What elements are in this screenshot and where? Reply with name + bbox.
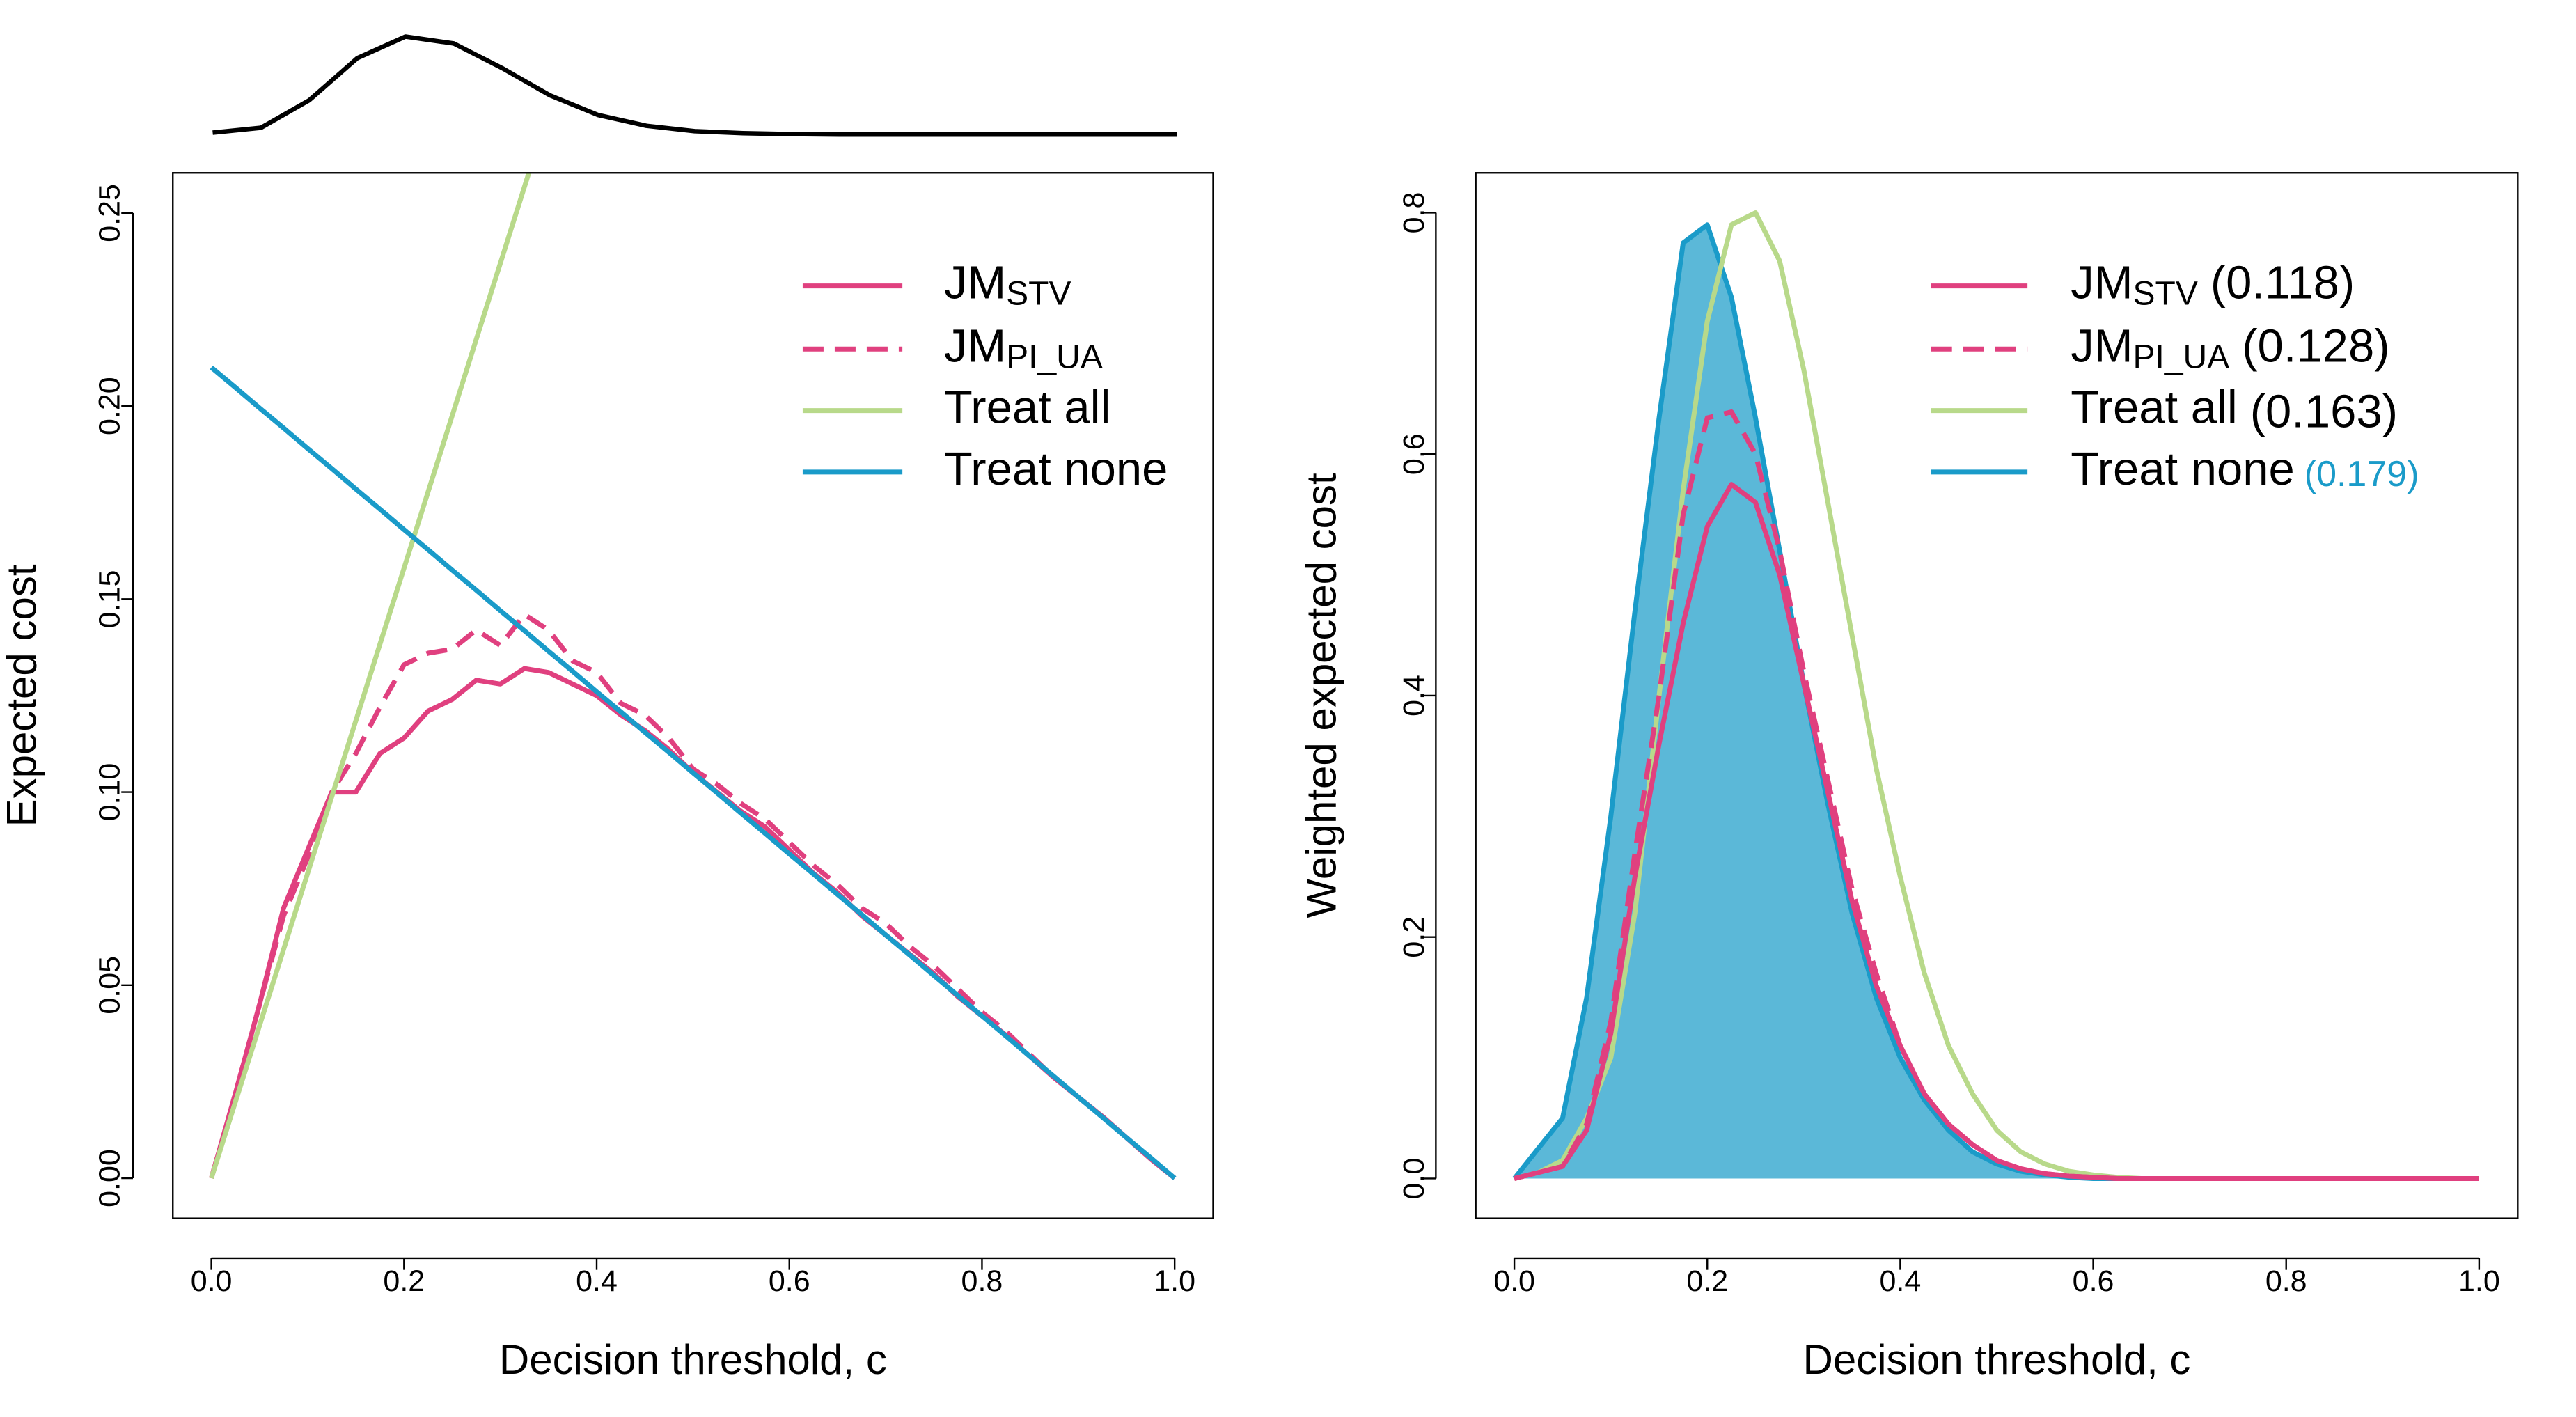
y-tick-label: 0.0 xyxy=(1397,1158,1431,1200)
x-tick-label: 1.0 xyxy=(2458,1265,2500,1298)
legend-value-label: (0.128) xyxy=(2242,320,2389,372)
legend-subscript: PI_UA xyxy=(1006,338,1103,375)
x-tick-label: 0.0 xyxy=(191,1265,233,1298)
x-tick-label: 0.8 xyxy=(2265,1265,2307,1298)
x-tick-label: 0.2 xyxy=(1686,1265,1728,1298)
legend-name: JM xyxy=(944,256,1006,308)
x-tick-label: 0.2 xyxy=(383,1265,425,1298)
series-line xyxy=(1514,409,2479,1181)
legend-subscript: STV xyxy=(1006,275,1071,312)
y-tick-label: 0.10 xyxy=(93,763,126,822)
legend-label: JMPI_UA (0.128) xyxy=(2071,320,2389,375)
y-tick-label: 0.00 xyxy=(93,1149,126,1207)
legend-name: JM xyxy=(2071,256,2133,308)
y-tick-label: 0.4 xyxy=(1397,675,1431,717)
x-tick-label: 0.6 xyxy=(769,1265,810,1298)
legend-name: JM xyxy=(2071,320,2133,372)
plot-area xyxy=(1512,210,2479,1181)
series-line xyxy=(209,173,532,1180)
legend-value-label: (0.179) xyxy=(2304,454,2419,494)
plot-frame xyxy=(172,172,1214,1219)
legend-name: Treat all xyxy=(2071,381,2238,433)
legend-label: JMSTV xyxy=(944,256,1071,312)
legend-label: Treat none (0.179) xyxy=(2071,443,2419,495)
x-axis-title: Decision threshold, c xyxy=(1803,1336,2191,1383)
legend-value-label: (0.163) xyxy=(2250,385,2398,437)
plot-area xyxy=(209,173,1177,1180)
plot-frame xyxy=(1475,172,2519,1219)
x-tick-label: 0.8 xyxy=(961,1265,1003,1298)
legend-label: Treat all xyxy=(944,381,1111,433)
legend-label: JMPI_UA xyxy=(944,320,1103,375)
series-line xyxy=(209,666,1177,1180)
x-axis-title: Decision threshold, c xyxy=(499,1336,887,1383)
y-tick-label: 0.6 xyxy=(1397,433,1431,475)
y-axis-title: Expected cost xyxy=(0,564,45,827)
y-tick-label: 0.05 xyxy=(93,956,126,1015)
legend-name: Treat all xyxy=(944,381,1111,433)
x-tick-label: 0.0 xyxy=(1493,1265,1535,1298)
series-line xyxy=(209,612,1177,1180)
x-tick-label: 0.4 xyxy=(1880,1265,1922,1298)
legend-label: Treat none xyxy=(944,443,1168,495)
y-axis-title: Weighted expected cost xyxy=(1298,473,1344,918)
series-line xyxy=(210,366,1177,1180)
y-tick-label: 0.20 xyxy=(93,377,126,435)
legend-name: Treat none xyxy=(2071,443,2295,495)
y-tick-label: 0.2 xyxy=(1397,916,1431,958)
y-tick-label: 0.25 xyxy=(93,184,126,242)
legend-value-label: (0.118) xyxy=(2210,256,2355,308)
plot-area xyxy=(212,34,1177,137)
legend-name: Treat none xyxy=(944,443,1168,495)
x-tick-label: 1.0 xyxy=(1154,1265,1195,1298)
y-tick-label: 0.8 xyxy=(1397,192,1431,234)
series-line xyxy=(212,34,1177,137)
x-tick-label: 0.6 xyxy=(2073,1265,2114,1298)
legend-name: JM xyxy=(944,320,1006,372)
legend-label: JMSTV (0.118) xyxy=(2071,256,2355,312)
legend-subscript: PI_UA xyxy=(2133,338,2230,375)
y-tick-label: 0.15 xyxy=(93,570,126,628)
x-tick-label: 0.4 xyxy=(576,1265,618,1298)
legend-subscript: STV xyxy=(2133,275,2198,312)
legend-label: Treat all (0.163) xyxy=(2071,381,2398,437)
